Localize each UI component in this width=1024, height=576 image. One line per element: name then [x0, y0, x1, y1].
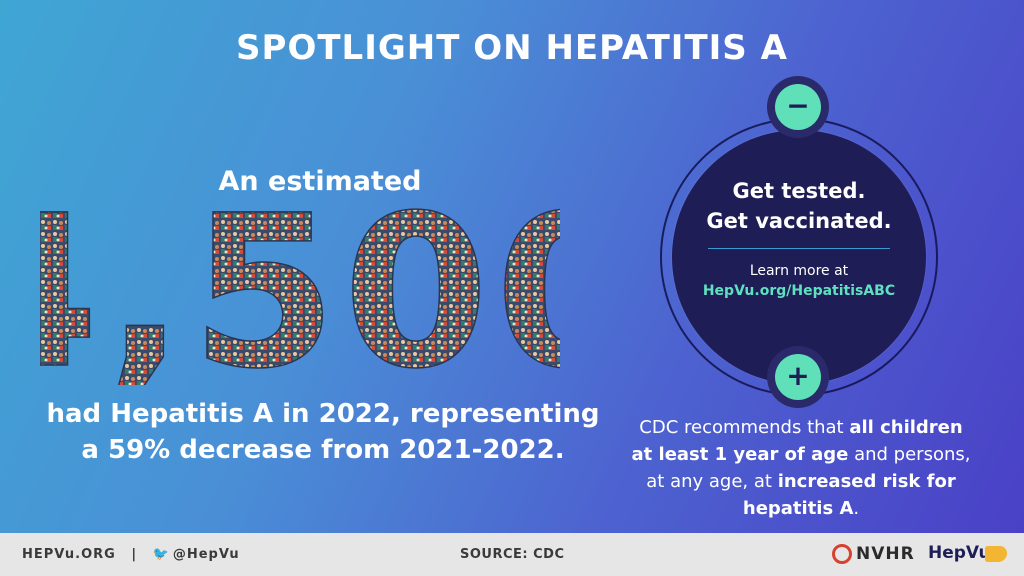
nvhr-logo: NVHR — [832, 542, 922, 568]
get-vaccinated-line: Get vaccinated. — [706, 209, 892, 233]
footer-source: SOURCE: CDC — [460, 547, 565, 562]
page-title: SPOTLIGHT ON HEPATITIS A — [236, 28, 788, 68]
cdc-text-3: . — [853, 498, 860, 519]
minus-icon: − — [775, 84, 821, 130]
footer-site-link[interactable]: HEPVu.ORG — [22, 547, 116, 562]
info-circle — [672, 130, 926, 384]
footer-left: HEPVu.ORG | 🐦 @HepVu — [22, 547, 240, 562]
cdc-bold-1: all children at least 1 year of age — [631, 417, 963, 465]
cdc-bold-2: increased risk for hepatitis A — [742, 471, 956, 519]
nvhr-mark-icon — [832, 544, 852, 564]
hepvu-map-icon — [985, 546, 1007, 562]
get-tested-line: Get tested. — [732, 179, 866, 203]
badge-plus: + — [767, 346, 829, 408]
cdc-recommendation: CDC recommends that all children at leas… — [628, 414, 974, 522]
decrease-line-2: a 59% decrease from 2021-2022. — [81, 435, 565, 465]
twitter-bird-icon: 🐦 — [152, 547, 170, 562]
get-tested-heading: Get tested. Get vaccinated. — [672, 176, 926, 236]
big-number-text: 4,500 — [40, 195, 560, 385]
footer-twitter-handle[interactable]: @HepVu — [172, 547, 240, 562]
circle-divider — [708, 248, 890, 249]
decrease-statement: had Hepatitis A in 2022, representing a … — [18, 396, 628, 468]
badge-minus: − — [767, 76, 829, 138]
learn-more: Learn more at HepVu.org/HepatitisABC — [672, 261, 926, 301]
nvhr-logo-text: NVHR — [856, 544, 915, 564]
big-number: 4,500 — [0, 169, 642, 416]
cdc-text-1: CDC recommends that — [639, 417, 850, 438]
plus-icon: + — [775, 354, 821, 400]
cdc-text-2: and persons, at any age, at — [646, 444, 971, 492]
learn-more-link[interactable]: HepVu.org/HepatitisABC — [702, 283, 896, 299]
decrease-line-1: had Hepatitis A in 2022, representing — [46, 399, 600, 429]
crowd-number-graphic: 4,500 — [0, 169, 642, 416]
footer-bar: HEPVu.ORG | 🐦 @HepVu SOURCE: CDC NVHR Hep… — [0, 533, 1024, 576]
footer-separator: | — [131, 547, 138, 562]
learn-more-label: Learn more at — [749, 263, 849, 279]
estimated-label: An estimated — [218, 166, 422, 197]
hepvu-logo-text: HepVu — [928, 543, 991, 563]
